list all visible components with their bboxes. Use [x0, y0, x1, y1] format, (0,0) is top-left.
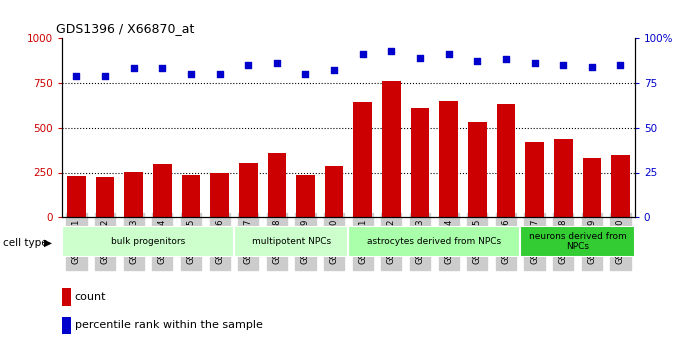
Text: neurons derived from
NPCs: neurons derived from NPCs	[529, 232, 627, 251]
Point	[71, 73, 82, 78]
Bar	[234, 226, 348, 257]
Point	[386, 48, 397, 53]
Bar	[440, 101, 458, 217]
Bar	[520, 226, 635, 257]
Bar	[497, 104, 515, 217]
Bar	[554, 139, 573, 217]
Text: cell type: cell type	[3, 238, 48, 248]
Text: multipotent NPCs: multipotent NPCs	[252, 237, 331, 246]
Text: count: count	[75, 292, 106, 302]
Bar	[239, 162, 257, 217]
Bar	[611, 155, 630, 217]
Bar	[582, 158, 601, 217]
Bar	[181, 175, 200, 217]
Point	[415, 55, 426, 60]
Point	[443, 51, 454, 57]
Bar	[348, 226, 520, 257]
Bar	[67, 176, 86, 217]
Text: bulk progenitors: bulk progenitors	[111, 237, 185, 246]
Point	[99, 73, 110, 78]
Point	[300, 71, 311, 77]
Text: percentile rank within the sample: percentile rank within the sample	[75, 321, 263, 331]
Point	[472, 59, 483, 64]
Bar	[325, 166, 344, 217]
Point	[615, 62, 626, 68]
Bar	[353, 102, 372, 217]
Point	[558, 62, 569, 68]
Point	[271, 60, 282, 66]
Bar	[124, 171, 143, 217]
Point	[500, 57, 511, 62]
Point	[186, 71, 197, 77]
Point	[357, 51, 368, 57]
Point	[214, 71, 225, 77]
Point	[529, 60, 540, 66]
Bar	[296, 175, 315, 217]
Text: GDS1396 / X66870_at: GDS1396 / X66870_at	[57, 22, 195, 36]
Bar	[62, 317, 71, 334]
Bar	[153, 165, 172, 217]
Bar	[96, 177, 115, 217]
Bar	[468, 122, 486, 217]
Bar	[210, 172, 229, 217]
Point	[243, 62, 254, 68]
Bar	[525, 142, 544, 217]
Bar	[411, 108, 429, 217]
Bar	[62, 288, 71, 306]
Bar	[62, 226, 234, 257]
Text: ▶: ▶	[43, 238, 52, 248]
Point	[157, 66, 168, 71]
Bar	[268, 153, 286, 217]
Text: astrocytes derived from NPCs: astrocytes derived from NPCs	[367, 237, 502, 246]
Point	[128, 66, 139, 71]
Point	[328, 68, 339, 73]
Bar	[382, 81, 401, 217]
Point	[586, 64, 598, 69]
